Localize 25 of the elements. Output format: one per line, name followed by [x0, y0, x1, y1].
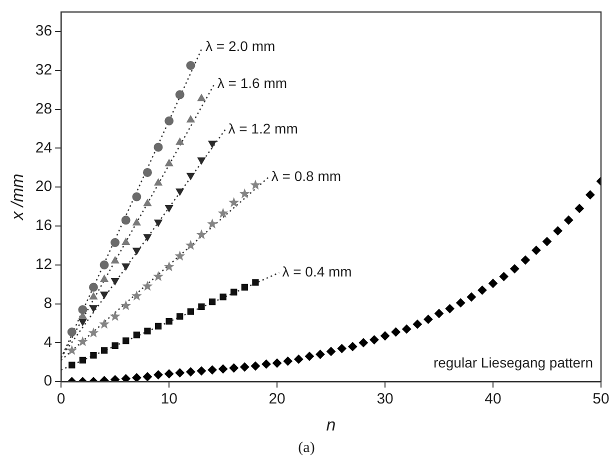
y-tick-label: 0	[44, 372, 52, 390]
text: (a)	[297, 440, 316, 457]
annotation: regular Liesegang pattern	[433, 354, 593, 370]
x-tick-label: 0	[56, 390, 66, 408]
y-tick-label: 12	[35, 256, 52, 274]
y-tick-label: 16	[35, 217, 52, 234]
y-axis-title: x /mm	[8, 174, 27, 221]
y-tick-label: 8	[44, 294, 52, 312]
x-tick-label: 50	[592, 390, 610, 408]
y-tick-label: 20	[35, 178, 52, 196]
y-tick-label: 28	[35, 100, 52, 118]
x-tick-label: 20	[268, 390, 286, 408]
y-tick-label: 36	[35, 22, 52, 40]
y-tick-label: 4	[44, 334, 52, 351]
x-tick-label: 30	[376, 390, 394, 408]
annotation: λ = 0.8 mm	[271, 168, 342, 184]
annotation: λ = 0.4 mm	[282, 264, 352, 280]
x-axis-title: n	[326, 416, 336, 435]
x-tick-label: 40	[484, 390, 502, 408]
annotation: λ = 1.2 mm	[228, 120, 298, 137]
y-tick-label: 24	[35, 139, 52, 156]
y-tick-label: 32	[35, 62, 52, 78]
annotation: λ = 2.0 mm	[206, 38, 276, 54]
x-tick-label: 10	[160, 390, 178, 408]
annotation: λ = 1.6 mm	[217, 74, 288, 91]
